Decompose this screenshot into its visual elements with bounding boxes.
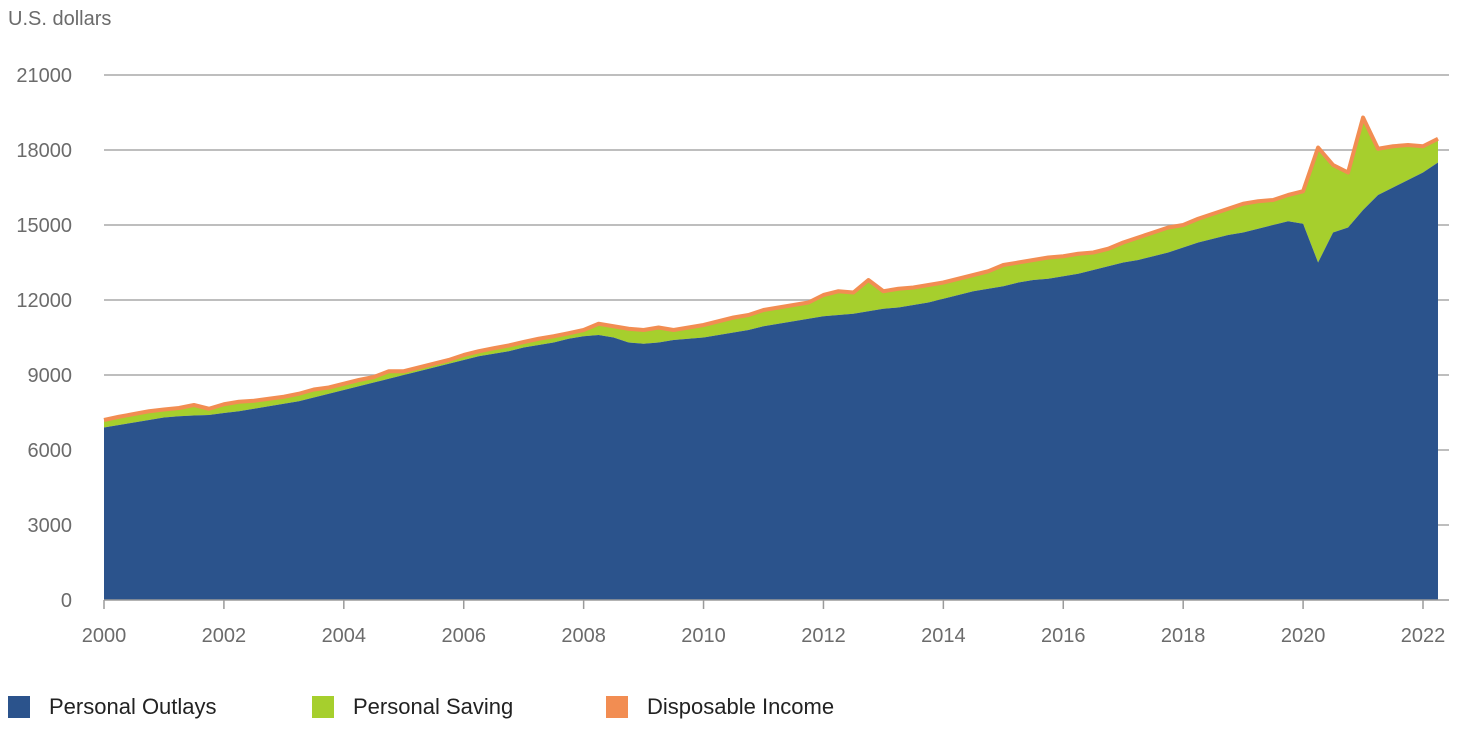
x-tick-label: 2016 bbox=[1041, 625, 1086, 647]
x-tick-label: 2018 bbox=[1161, 625, 1206, 647]
legend-item-personal-saving: Personal Saving bbox=[312, 694, 513, 720]
legend: Personal Outlays Personal Saving Disposa… bbox=[0, 694, 1459, 724]
x-tick-label: 2006 bbox=[441, 625, 486, 647]
x-tick-label: 2004 bbox=[322, 625, 367, 647]
legend-swatch-disposable-income bbox=[606, 696, 628, 718]
x-tick-label: 2000 bbox=[82, 625, 127, 647]
y-tick-label: 21000 bbox=[16, 65, 72, 87]
legend-label-personal-saving: Personal Saving bbox=[353, 694, 514, 719]
x-tick-label: 2014 bbox=[921, 625, 966, 647]
y-tick-label: 6000 bbox=[28, 440, 73, 462]
series-personal-outlays-area bbox=[104, 162, 1438, 600]
x-tick-label: 2022 bbox=[1401, 625, 1446, 647]
y-tick-label: 18000 bbox=[16, 140, 72, 162]
y-tick-label: 3000 bbox=[28, 515, 73, 537]
area-chart: 0 3000 6000 9000 12000 15000 18000 21000 2000 200… bbox=[16, 65, 1449, 647]
legend-label-disposable-income: Disposable Income bbox=[647, 694, 835, 719]
series-disposable-income-line bbox=[103, 115, 1439, 422]
legend-item-personal-outlays: Personal Outlays bbox=[8, 694, 217, 720]
legend-item-disposable-income: Disposable Income bbox=[606, 694, 834, 720]
legend-swatch-personal-saving bbox=[312, 696, 334, 718]
y-tick-label: 9000 bbox=[28, 365, 73, 387]
y-tick-label: 0 bbox=[61, 590, 72, 612]
y-tick-label: 15000 bbox=[16, 215, 72, 237]
legend-swatch-personal-outlays bbox=[8, 696, 30, 718]
y-tick-label: 12000 bbox=[16, 290, 72, 312]
x-tick-label: 2002 bbox=[202, 625, 247, 647]
x-tick-label: 2012 bbox=[801, 625, 846, 647]
x-tick-label: 2008 bbox=[561, 625, 606, 647]
x-tick-label: 2010 bbox=[681, 625, 726, 647]
x-tick-label: 2020 bbox=[1281, 625, 1326, 647]
legend-label-personal-outlays: Personal Outlays bbox=[49, 694, 217, 719]
y-axis-unit-label: U.S. dollars bbox=[8, 8, 112, 30]
